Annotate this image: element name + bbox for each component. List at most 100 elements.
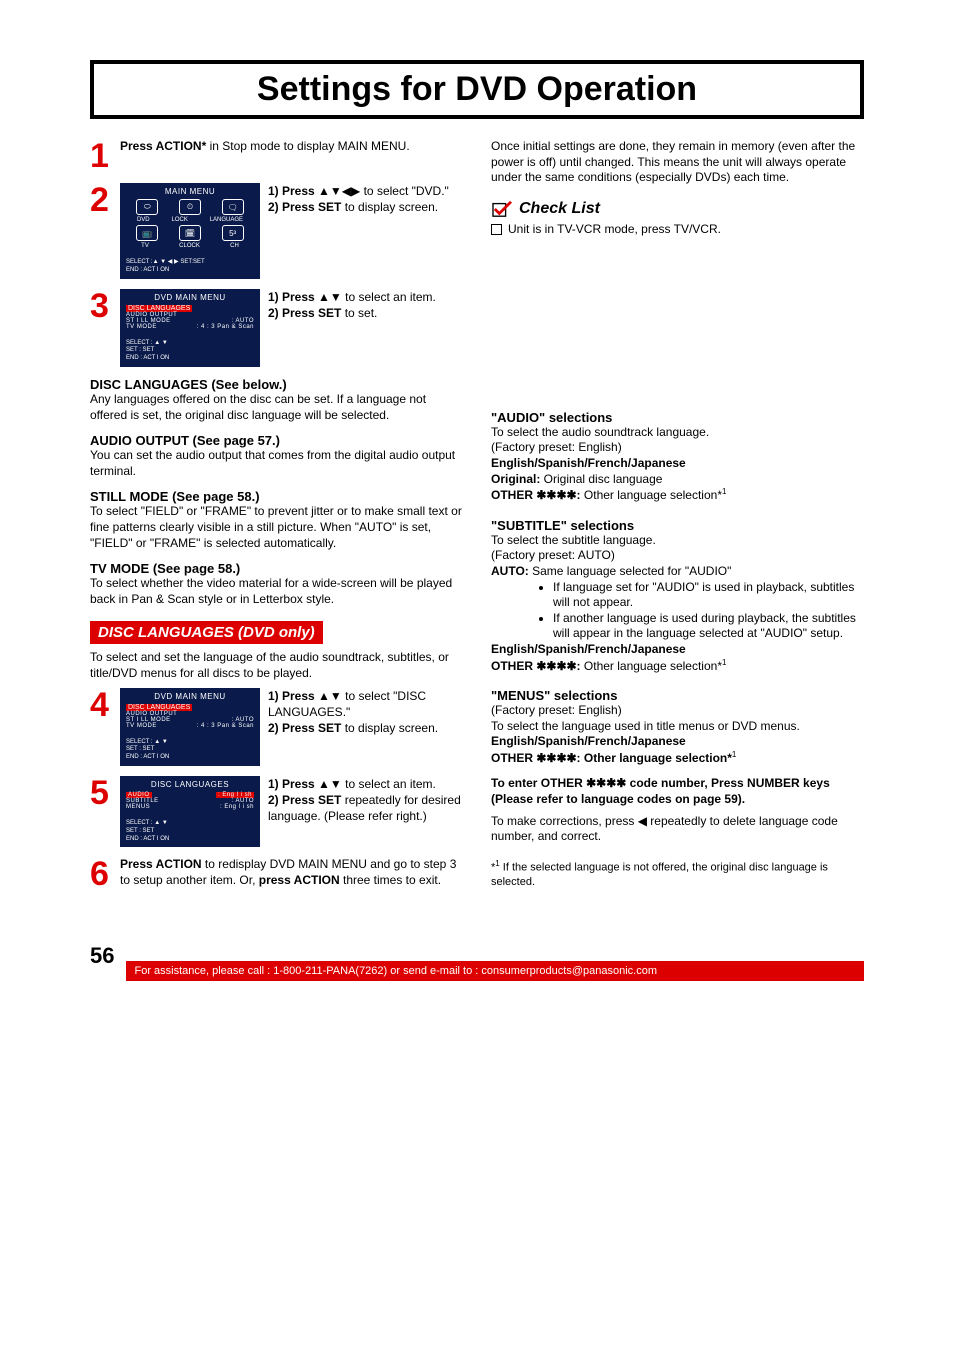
osd-l-clock: CLOCK xyxy=(179,243,200,249)
osd4-f3: END : ACT I ON xyxy=(126,754,254,762)
step-3-number: 3 xyxy=(90,289,120,323)
step-3-substeps: 1) Press ▲▼ to select an item. 2) Press … xyxy=(268,289,436,321)
s4-1b: 1) Press xyxy=(268,689,318,703)
check-list-title: Check List xyxy=(519,200,600,218)
step-3: 3 DVD MAIN MENU DISC LANGUAGES AUDIO OUT… xyxy=(90,289,463,367)
osd4-footer: SELECT : ▲ ▼ SET : SET END : ACT I ON xyxy=(126,739,254,762)
check-item-text: Unit is in TV-VCR mode, press TV/VCR. xyxy=(508,222,721,236)
step-5: 5 DISC LANGUAGES AUDIO: Eng l i sh SUBTI… xyxy=(90,776,463,847)
footer: 56 For assistance, please call : 1-800-2… xyxy=(90,931,864,981)
intro-text: Once initial settings are done, they rem… xyxy=(491,139,864,186)
s6-r2: three times to exit. xyxy=(340,873,441,887)
s2-2b: 2) Press SET xyxy=(268,200,341,214)
footer-text: For assistance, please call : 1-800-211-… xyxy=(134,965,657,977)
osd3-footer: SELECT : ▲ ▼ SET : SET END : ACT I ON xyxy=(126,340,254,363)
step-6-body: Press ACTION to redisplay DVD MAIN MENU … xyxy=(120,857,463,888)
menus-sup: 1 xyxy=(732,750,736,759)
audio-sup: 1 xyxy=(722,487,726,496)
footnote-text: If the selected language is not offered,… xyxy=(491,862,828,888)
menus-p1: (Factory preset: English) xyxy=(491,703,864,719)
main-columns: 1 Press ACTION* in Stop mode to display … xyxy=(90,139,864,901)
osd2-icon-row2: 📺 🗓 5³ xyxy=(126,225,254,241)
tv-mode-heading: TV MODE (See page 58.) xyxy=(90,561,463,576)
sub-li1: If language set for "AUDIO" is used in p… xyxy=(553,580,864,611)
step-1: 1 Press ACTION* in Stop mode to display … xyxy=(90,139,463,173)
step-2-substeps: 1) Press ▲▼◀▶ to select "DVD." 2) Press … xyxy=(268,183,449,215)
sub-auto-r: Same language selected for "AUDIO" xyxy=(529,564,732,578)
arrow-ud-icon: ▲▼ xyxy=(318,289,342,305)
step-1-number: 1 xyxy=(90,139,120,173)
sub-li2: If another language is used during playb… xyxy=(553,611,864,642)
osd-lock-icon: ⏲ xyxy=(179,199,201,215)
arrow-ud-icon: ▲▼ xyxy=(318,776,342,792)
step-1-bold: Press ACTION* xyxy=(120,139,206,153)
osd3-title: DVD MAIN MENU xyxy=(126,293,254,302)
audio-b3: OTHER ✱✱✱✱: xyxy=(491,488,581,502)
s2-2r: to display screen. xyxy=(341,200,438,214)
tv-mode-text: To select whether the video material for… xyxy=(90,576,463,607)
osd4-hl: DISC LANGUAGES xyxy=(126,704,192,711)
sub-auto-b: AUTO: xyxy=(491,564,529,578)
page-title-banner: Settings for DVD Operation xyxy=(90,60,864,119)
osd2-label-row2: TV CLOCK CH xyxy=(126,243,254,249)
audio-output-text: You can set the audio output that comes … xyxy=(90,448,463,479)
still-mode-heading: STILL MODE (See page 58.) xyxy=(90,489,463,504)
disc-lang-text: Any languages offered on the disc can be… xyxy=(90,392,463,423)
disc-languages-bar-text: To select and set the language of the au… xyxy=(90,650,463,681)
osd3-f3: END : ACT I ON xyxy=(126,355,254,363)
sub-b2: OTHER ✱✱✱✱: xyxy=(491,659,581,673)
disc-languages-bar: DISC LANGUAGES (DVD only) xyxy=(90,621,323,644)
audio-p1: To select the audio soundtrack language. xyxy=(491,425,864,441)
audio-p2: (Factory preset: English) xyxy=(491,440,864,456)
step-4-number: 4 xyxy=(90,688,120,722)
osd-ch-icon: 5³ xyxy=(222,225,244,241)
disc-lang-heading: DISC LANGUAGES (See below.) xyxy=(90,377,463,392)
menus-p2: To select the language used in title men… xyxy=(491,719,864,735)
osd4-f1: SELECT : ▲ ▼ xyxy=(126,739,254,747)
osd4-l3b: : 4 : 3 Pan & Scan xyxy=(197,723,254,729)
osd2-icon-row1: ⬭ ⏲ 🗨 xyxy=(126,199,254,215)
s6-b1: Press ACTION xyxy=(120,857,202,871)
osd3-f2: SET : SET xyxy=(126,347,254,355)
osd5-l3a: MENUS xyxy=(126,804,150,810)
audio-b2r: Original disc language xyxy=(540,472,662,486)
step-2-osd: MAIN MENU ⬭ ⏲ 🗨 DVD LOCK LANGUAGE 📺 🗓 5³ xyxy=(120,183,260,279)
checkbox-icon xyxy=(491,224,502,235)
page-title: Settings for DVD Operation xyxy=(94,70,860,109)
footer-bar: For assistance, please call : 1-800-211-… xyxy=(126,961,864,981)
step-6-number: 6 xyxy=(90,857,120,891)
sub-b1: English/Spanish/French/Japanese xyxy=(491,642,686,656)
check-item: Unit is in TV-VCR mode, press TV/VCR. xyxy=(491,222,864,236)
step-5-osd: DISC LANGUAGES AUDIO: Eng l i sh SUBTITL… xyxy=(120,776,260,847)
page-number: 56 xyxy=(90,943,114,969)
left-column: 1 Press ACTION* in Stop mode to display … xyxy=(90,139,463,901)
step-4-osd: DVD MAIN MENU DISC LANGUAGES AUDIO OUTPU… xyxy=(120,688,260,766)
sub-sup: 1 xyxy=(722,658,726,667)
step-4: 4 DVD MAIN MENU DISC LANGUAGES AUDIO OUT… xyxy=(90,688,463,766)
osd-l-lock: LOCK xyxy=(171,217,187,223)
osd2-f2: END : ACT I ON xyxy=(126,267,254,275)
osd5-f3: END : ACT I ON xyxy=(126,836,254,844)
sub-b2r: Other language selection* xyxy=(581,659,722,673)
footnote: *1 If the selected language is not offer… xyxy=(491,859,864,889)
corrections-text: To make corrections, press ◀ repeatedly … xyxy=(491,814,864,845)
osd5-footer: SELECT : ▲ ▼ SET : SET END : ACT I ON xyxy=(126,820,254,843)
menus-selections-heading: "MENUS" selections xyxy=(491,688,864,703)
osd4-f2: SET : SET xyxy=(126,746,254,754)
osd-l-tv: TV xyxy=(141,243,149,249)
osd3-l3b: : 4 : 3 Pan & Scan xyxy=(197,324,254,330)
osd5-title: DISC LANGUAGES xyxy=(126,780,254,789)
audio-b1: English/Spanish/French/Japanese xyxy=(491,456,686,470)
osd3-hl: DISC LANGUAGES xyxy=(126,305,192,312)
step-5-substeps: 1) Press ▲▼ to select an item. 2) Press … xyxy=(268,776,463,825)
subtitle-selections-heading: "SUBTITLE" selections xyxy=(491,518,864,533)
s2-1b: 1) Press xyxy=(268,184,318,198)
s4-2b: 2) Press SET xyxy=(268,721,341,735)
s3-1r: to select an item. xyxy=(342,290,436,304)
sub-p2: (Factory preset: AUTO) xyxy=(491,548,864,564)
osd2-label-row1: DVD LOCK LANGUAGE xyxy=(126,217,254,223)
s5-1b: 1) Press xyxy=(268,777,318,791)
osd2-f1: SELECT :▲ ▼ ◀ ▶ SET:SET xyxy=(126,259,254,267)
osd-l-dvd: DVD xyxy=(137,217,150,223)
osd-dvd-icon: ⬭ xyxy=(136,199,158,215)
